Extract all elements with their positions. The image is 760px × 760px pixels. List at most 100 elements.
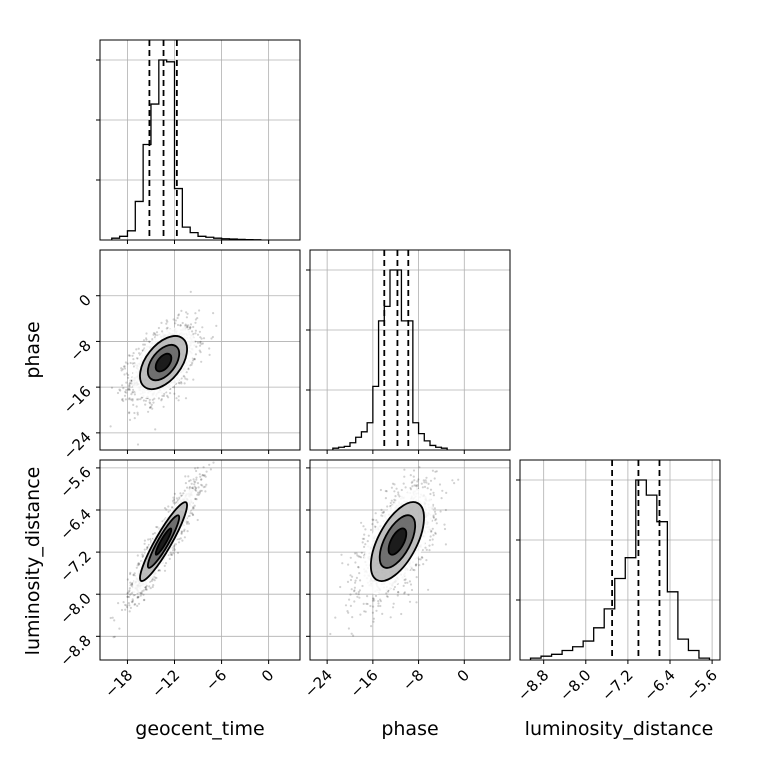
scatter-point <box>128 411 131 414</box>
scatter-point <box>431 538 434 541</box>
scatter-point <box>196 493 199 496</box>
scatter-point <box>193 358 196 361</box>
scatter-point <box>382 510 385 513</box>
scatter-point <box>190 486 194 489</box>
ylabel-phase: phase <box>22 321 44 378</box>
scatter-point <box>353 600 356 603</box>
scatter-point <box>128 398 131 401</box>
scatter-point <box>133 603 136 606</box>
scatter-point <box>379 604 382 608</box>
scatter-point <box>445 491 448 494</box>
scatter-point <box>384 489 387 493</box>
scatter-point <box>149 406 152 409</box>
scatter-point <box>166 394 169 397</box>
scatter-point <box>144 588 147 591</box>
scatter-point <box>341 562 344 565</box>
scatter-point <box>136 413 139 416</box>
scatter-point <box>130 398 133 401</box>
scatter-point <box>109 616 112 620</box>
scatter-point <box>403 468 406 471</box>
scatter-point <box>164 562 168 565</box>
scatter-point <box>349 556 352 559</box>
ytick-label-luminosity-distance: −8.0 <box>56 589 94 627</box>
scatter-point <box>135 357 139 360</box>
scatter-point <box>126 595 129 598</box>
scatter-point <box>404 486 407 489</box>
scatter-point <box>414 564 417 567</box>
scatter-point <box>183 382 186 385</box>
scatter-point <box>434 519 437 522</box>
scatter-point <box>119 389 122 392</box>
scatter-point <box>140 592 143 595</box>
scatter-point <box>346 580 350 584</box>
scatter-point <box>136 443 140 446</box>
scatter-point <box>432 494 435 497</box>
scatter-point <box>208 353 211 356</box>
xlabel-geocent-time: geocent_time <box>135 718 264 740</box>
scatter-point <box>434 531 437 535</box>
scatter-point <box>129 379 132 382</box>
scatter-point <box>426 487 429 490</box>
scatter-point <box>189 511 192 515</box>
scatter-point <box>135 405 138 408</box>
scatter-point <box>189 323 193 326</box>
contour-level-0.5 <box>154 352 173 373</box>
scatter-point <box>205 483 208 486</box>
scatter-point <box>194 481 197 484</box>
scatter-point <box>197 493 200 496</box>
scatter-point <box>202 486 205 489</box>
scatter-point <box>189 290 192 293</box>
scatter-point <box>148 398 151 401</box>
scatter-point <box>128 384 131 387</box>
scatter-point <box>350 632 353 635</box>
scatter-point <box>194 312 197 315</box>
scatter-point <box>415 563 418 566</box>
scatter-point <box>191 361 194 365</box>
scatter-point <box>162 394 166 397</box>
scatter-point <box>199 475 202 478</box>
scatter-point <box>166 326 169 329</box>
scatter-point <box>157 326 160 330</box>
scatter-point <box>198 309 201 312</box>
scatter-point <box>177 381 180 384</box>
scatter-point <box>121 397 124 401</box>
scatter-point <box>137 347 140 350</box>
scatter-point <box>170 552 173 555</box>
ytick-label-phase: −16 <box>60 382 95 417</box>
scatter-point <box>429 492 432 496</box>
scatter-point <box>409 488 413 491</box>
scatter-point <box>347 563 350 566</box>
scatter-point <box>142 343 145 346</box>
scatter-point <box>435 470 438 473</box>
panel-frame <box>519 459 721 661</box>
scatter-point <box>168 557 171 561</box>
scatter-point <box>185 371 188 374</box>
ytick-label-luminosity-distance: −7.2 <box>56 547 94 585</box>
scatter-point <box>182 492 185 495</box>
panel-luminosity-distance-vs-geocent-time: −8.8 −8.0 −7.2 −6.4 −5.6 −18 −12 −6 0 <box>56 459 301 701</box>
scatter-point <box>427 482 430 485</box>
scatter-point <box>122 399 125 403</box>
scatter-point <box>134 603 137 606</box>
scatter-point <box>358 555 361 558</box>
scatter-point <box>156 526 159 529</box>
scatter-point <box>200 342 203 345</box>
scatter-point <box>127 354 131 357</box>
scatter-point <box>195 478 198 481</box>
scatter-point <box>155 525 158 529</box>
scatter-point <box>145 332 148 335</box>
scatter-point <box>186 520 189 524</box>
scatter-point <box>109 425 112 428</box>
scatter-point <box>137 595 140 598</box>
scatter-point <box>200 478 203 481</box>
scatter-point <box>190 363 193 366</box>
scatter-point <box>128 610 131 613</box>
scatter-point <box>121 384 124 387</box>
scatter-point <box>186 530 189 533</box>
scatter-point <box>438 483 442 486</box>
scatter-point <box>363 533 366 536</box>
panels: −24−16−80−8.8−8.0−7.2−6.4−5.6−18 −12 −6 0 −2… <box>56 39 721 705</box>
scatter-point <box>122 387 125 390</box>
scatter-point <box>191 513 194 516</box>
ytick-label-phase: −24 <box>60 428 95 463</box>
